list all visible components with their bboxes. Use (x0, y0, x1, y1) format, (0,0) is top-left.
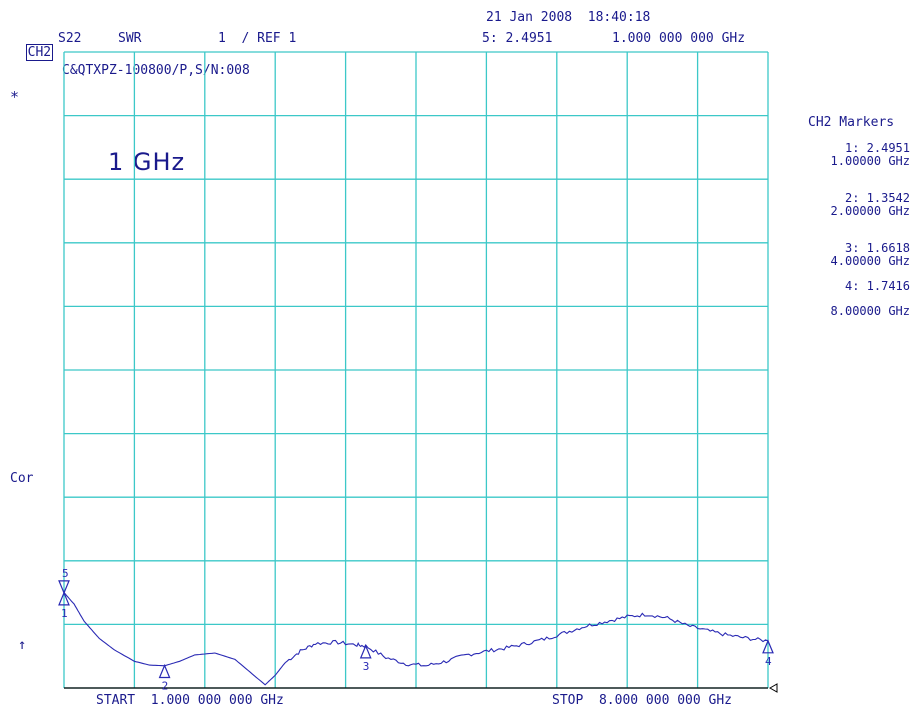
markers-panel-title: CH2 Markers (808, 115, 895, 130)
marker-1-entry: 1: 2.4951 1.00000 GHz (831, 142, 910, 168)
device-label: C&QTXPZ-100800/P,S/N:008 (62, 63, 250, 78)
marker-3-icon (359, 644, 372, 659)
marker-5-label: 5 (62, 567, 69, 580)
active-marker-value: 5: 2.4951 (482, 31, 553, 46)
marker-2-value: 2: 1.3542 (844, 191, 910, 205)
marker-1-label: 1 (61, 607, 68, 620)
marker-4-value: 4: 1.7416 (844, 279, 910, 293)
frequency-annotation: 1 GHz (108, 148, 186, 176)
scale-label: 1 / REF 1 (218, 31, 297, 46)
marker-5-icon (58, 580, 70, 595)
marker-2-entry: 2: 1.3542 2.00000 GHz (831, 192, 910, 218)
marker-1-frequency: 1.00000 GHz (830, 154, 910, 168)
star-indicator: * (10, 88, 20, 106)
start-frequency: START 1.000 000 000 GHz (96, 693, 284, 708)
marker-2-frequency: 2.00000 GHz (830, 204, 910, 218)
reference-pointer-icon (768, 683, 778, 693)
marker-4-entry: 4: 1.7416 8.00000 GHz (831, 280, 910, 318)
date-time: 21 Jan 2008 18:40:18 (486, 10, 651, 25)
marker-3-label: 3 (363, 660, 370, 673)
channel-label: CH2 (25, 44, 54, 61)
reference-arrow-icon: ↑ (18, 637, 27, 653)
marker-1-icon (58, 591, 70, 606)
marker-3-frequency: 4.00000 GHz (830, 254, 910, 268)
marker-3-value: 3: 1.6618 (844, 241, 910, 255)
marker-4-frequency: 8.00000 GHz (830, 304, 910, 318)
marker-1-value: 1: 2.4951 (844, 141, 910, 155)
header-row: CH2 (10, 32, 54, 61)
param-label: S22 (58, 31, 82, 46)
marker-3-entry: 3: 1.6618 4.00000 GHz (831, 242, 910, 268)
marker-frequency: 1.000 000 000 GHz (612, 31, 746, 46)
marker-4-icon (762, 639, 774, 654)
marker-4-label: 4 (765, 655, 772, 668)
marker-2-icon (158, 663, 171, 679)
marker-2-label: 2 (162, 679, 169, 692)
stop-frequency: STOP 8.000 000 000 GHz (552, 693, 733, 708)
correction-indicator: Cor (10, 471, 34, 486)
format-label: SWR (118, 31, 142, 46)
